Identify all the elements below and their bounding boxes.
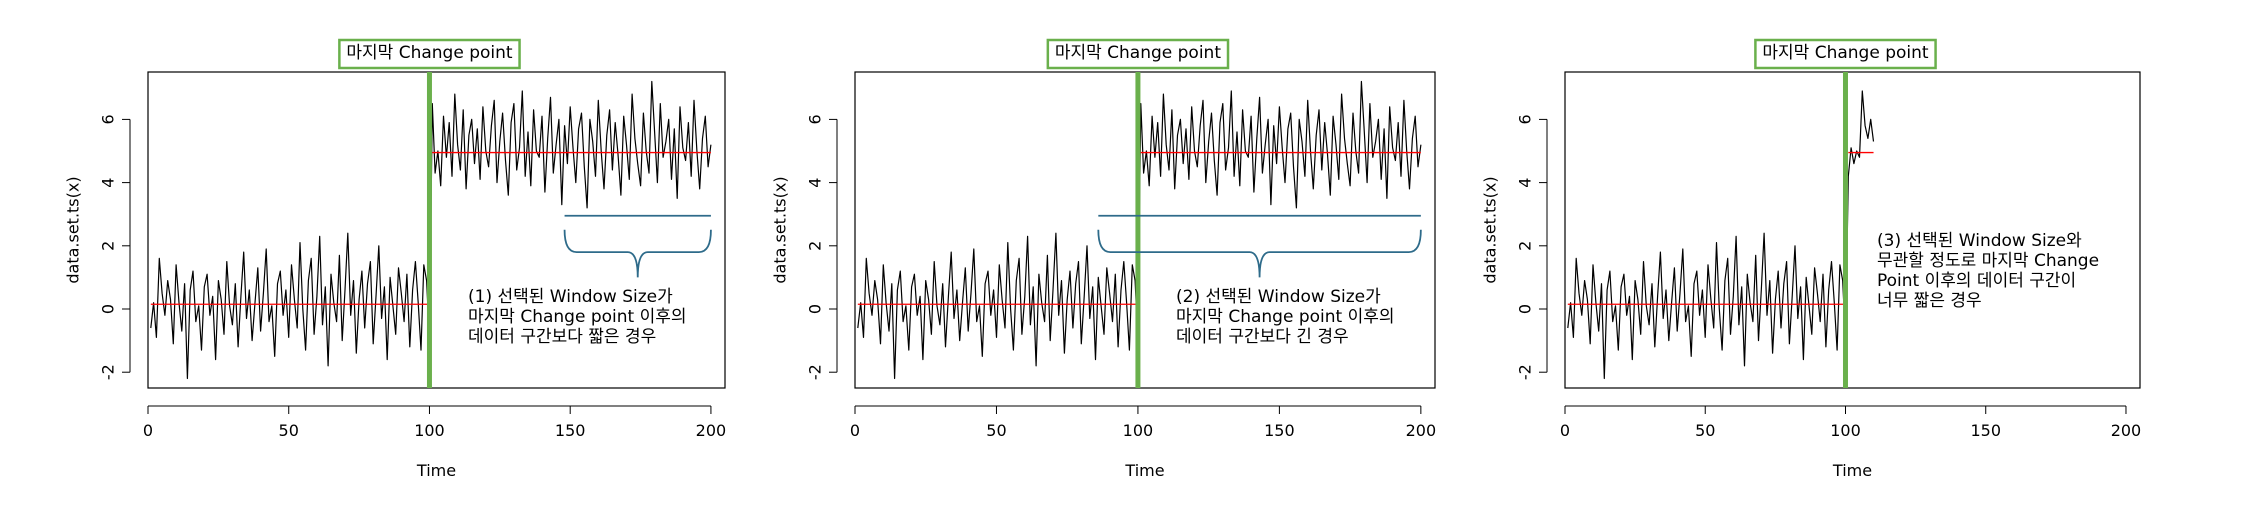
changepoint-label-text: 마지막 Change point [1055,43,1222,63]
x-tick-label: 150 [1970,421,2001,440]
changepoint-label-box [1754,38,1937,70]
y-tick-label: 4 [99,178,118,188]
chart-panel-3: 0 50 100 150 200 Time -2 0 2 4 6 data.set.ts(x) 마지막 … [1481,38,2142,480]
annotation-line: 마지막 Change point 이후의 [468,307,687,327]
annotation-text: (3) 선택된 Window Size와 무관할 정도로 마지막 Change Po… [1877,231,2099,311]
y-tick-label: 6 [1516,114,1535,124]
plot-frame [1564,71,2141,389]
y-tick-label: 2 [806,241,825,251]
x-tick-label: 0 [143,421,153,440]
x-axis-label: Time [416,461,456,480]
changepoint-label-box [338,38,521,70]
y-tick-label: 4 [1516,178,1535,188]
y-axis-label: data.set.ts(x) [771,176,790,283]
x-tick-label: 200 [1406,421,1437,440]
changepoint-label: 마지막 Change point [1754,38,1937,70]
x-tick-label: 150 [1264,421,1295,440]
y-tick-label: 0 [99,304,118,314]
annotation-line: 데이터 구간보다 짧은 경우 [468,327,656,347]
y-tick-label: 2 [99,241,118,251]
annotation-text: (2) 선택된 Window Size가 마지막 Change point 이후의… [1176,287,1395,347]
x-tick-label: 50 [279,421,299,440]
series-line [1567,90,1875,380]
y-tick-label: -2 [1516,364,1535,380]
chart-panel-2: 0 50 100 150 200 Time -2 0 2 4 6 data.set.ts(x) 마지막 … [771,38,1437,480]
x-tick-label: 200 [2111,421,2142,440]
x-tick-label: 50 [986,421,1006,440]
annotation-line: 너무 짧은 경우 [1877,291,1982,311]
x-tick-label: 100 [1123,421,1154,440]
changepoint-label: 마지막 Change point [1046,38,1230,70]
annotation-line: (2) 선택된 Window Size가 [1176,287,1381,307]
x-axis-label: Time [1124,461,1164,480]
annotation-line: Point 이후의 데이터 구간이 [1877,271,2076,291]
annotation-line: 마지막 Change point 이후의 [1176,307,1395,327]
annotation-text: (1) 선택된 Window Size가 마지막 Change point 이후의… [468,287,687,347]
x-tick-label: 150 [555,421,586,440]
changepoint-label-text: 마지막 Change point [1762,43,1929,63]
y-tick-label: 2 [1516,241,1535,251]
x-tick-label: 100 [1830,421,1861,440]
changepoint-label: 마지막 Change point [338,38,521,70]
window-size-brace [563,214,712,278]
y-tick-label: 6 [99,114,118,124]
annotation-line: (1) 선택된 Window Size가 [468,287,673,307]
x-tick-label: 100 [414,421,445,440]
annotation-line: 무관할 정도로 마지막 Change [1877,251,2099,271]
annotation-line: (3) 선택된 Window Size와 [1877,231,2082,251]
window-size-brace [1097,214,1422,278]
y-tick-label: -2 [99,364,118,380]
x-tick-label: 0 [1560,421,1570,440]
y-axis-label: data.set.ts(x) [1481,176,1500,283]
annotation-line: 데이터 구간보다 긴 경우 [1176,327,1349,347]
plot-frame [854,71,1436,389]
changepoint-label-text: 마지막 Change point [346,43,513,63]
chart-panel-1: 0 50 100 150 200 Time -2 0 2 4 6 data.set.ts(x) 마지막 … [64,38,727,480]
x-tick-label: 0 [850,421,860,440]
plot-frame [147,71,726,389]
y-tick-label: 4 [806,178,825,188]
y-axis-label: data.set.ts(x) [64,176,83,283]
y-tick-label: 0 [1516,304,1535,314]
x-tick-label: 200 [696,421,727,440]
y-tick-label: -2 [806,364,825,380]
y-tick-label: 0 [806,304,825,314]
x-axis-label: Time [1832,461,1872,480]
x-tick-label: 50 [1695,421,1715,440]
changepoint-label-box [1046,38,1230,70]
y-tick-label: 6 [806,114,825,124]
